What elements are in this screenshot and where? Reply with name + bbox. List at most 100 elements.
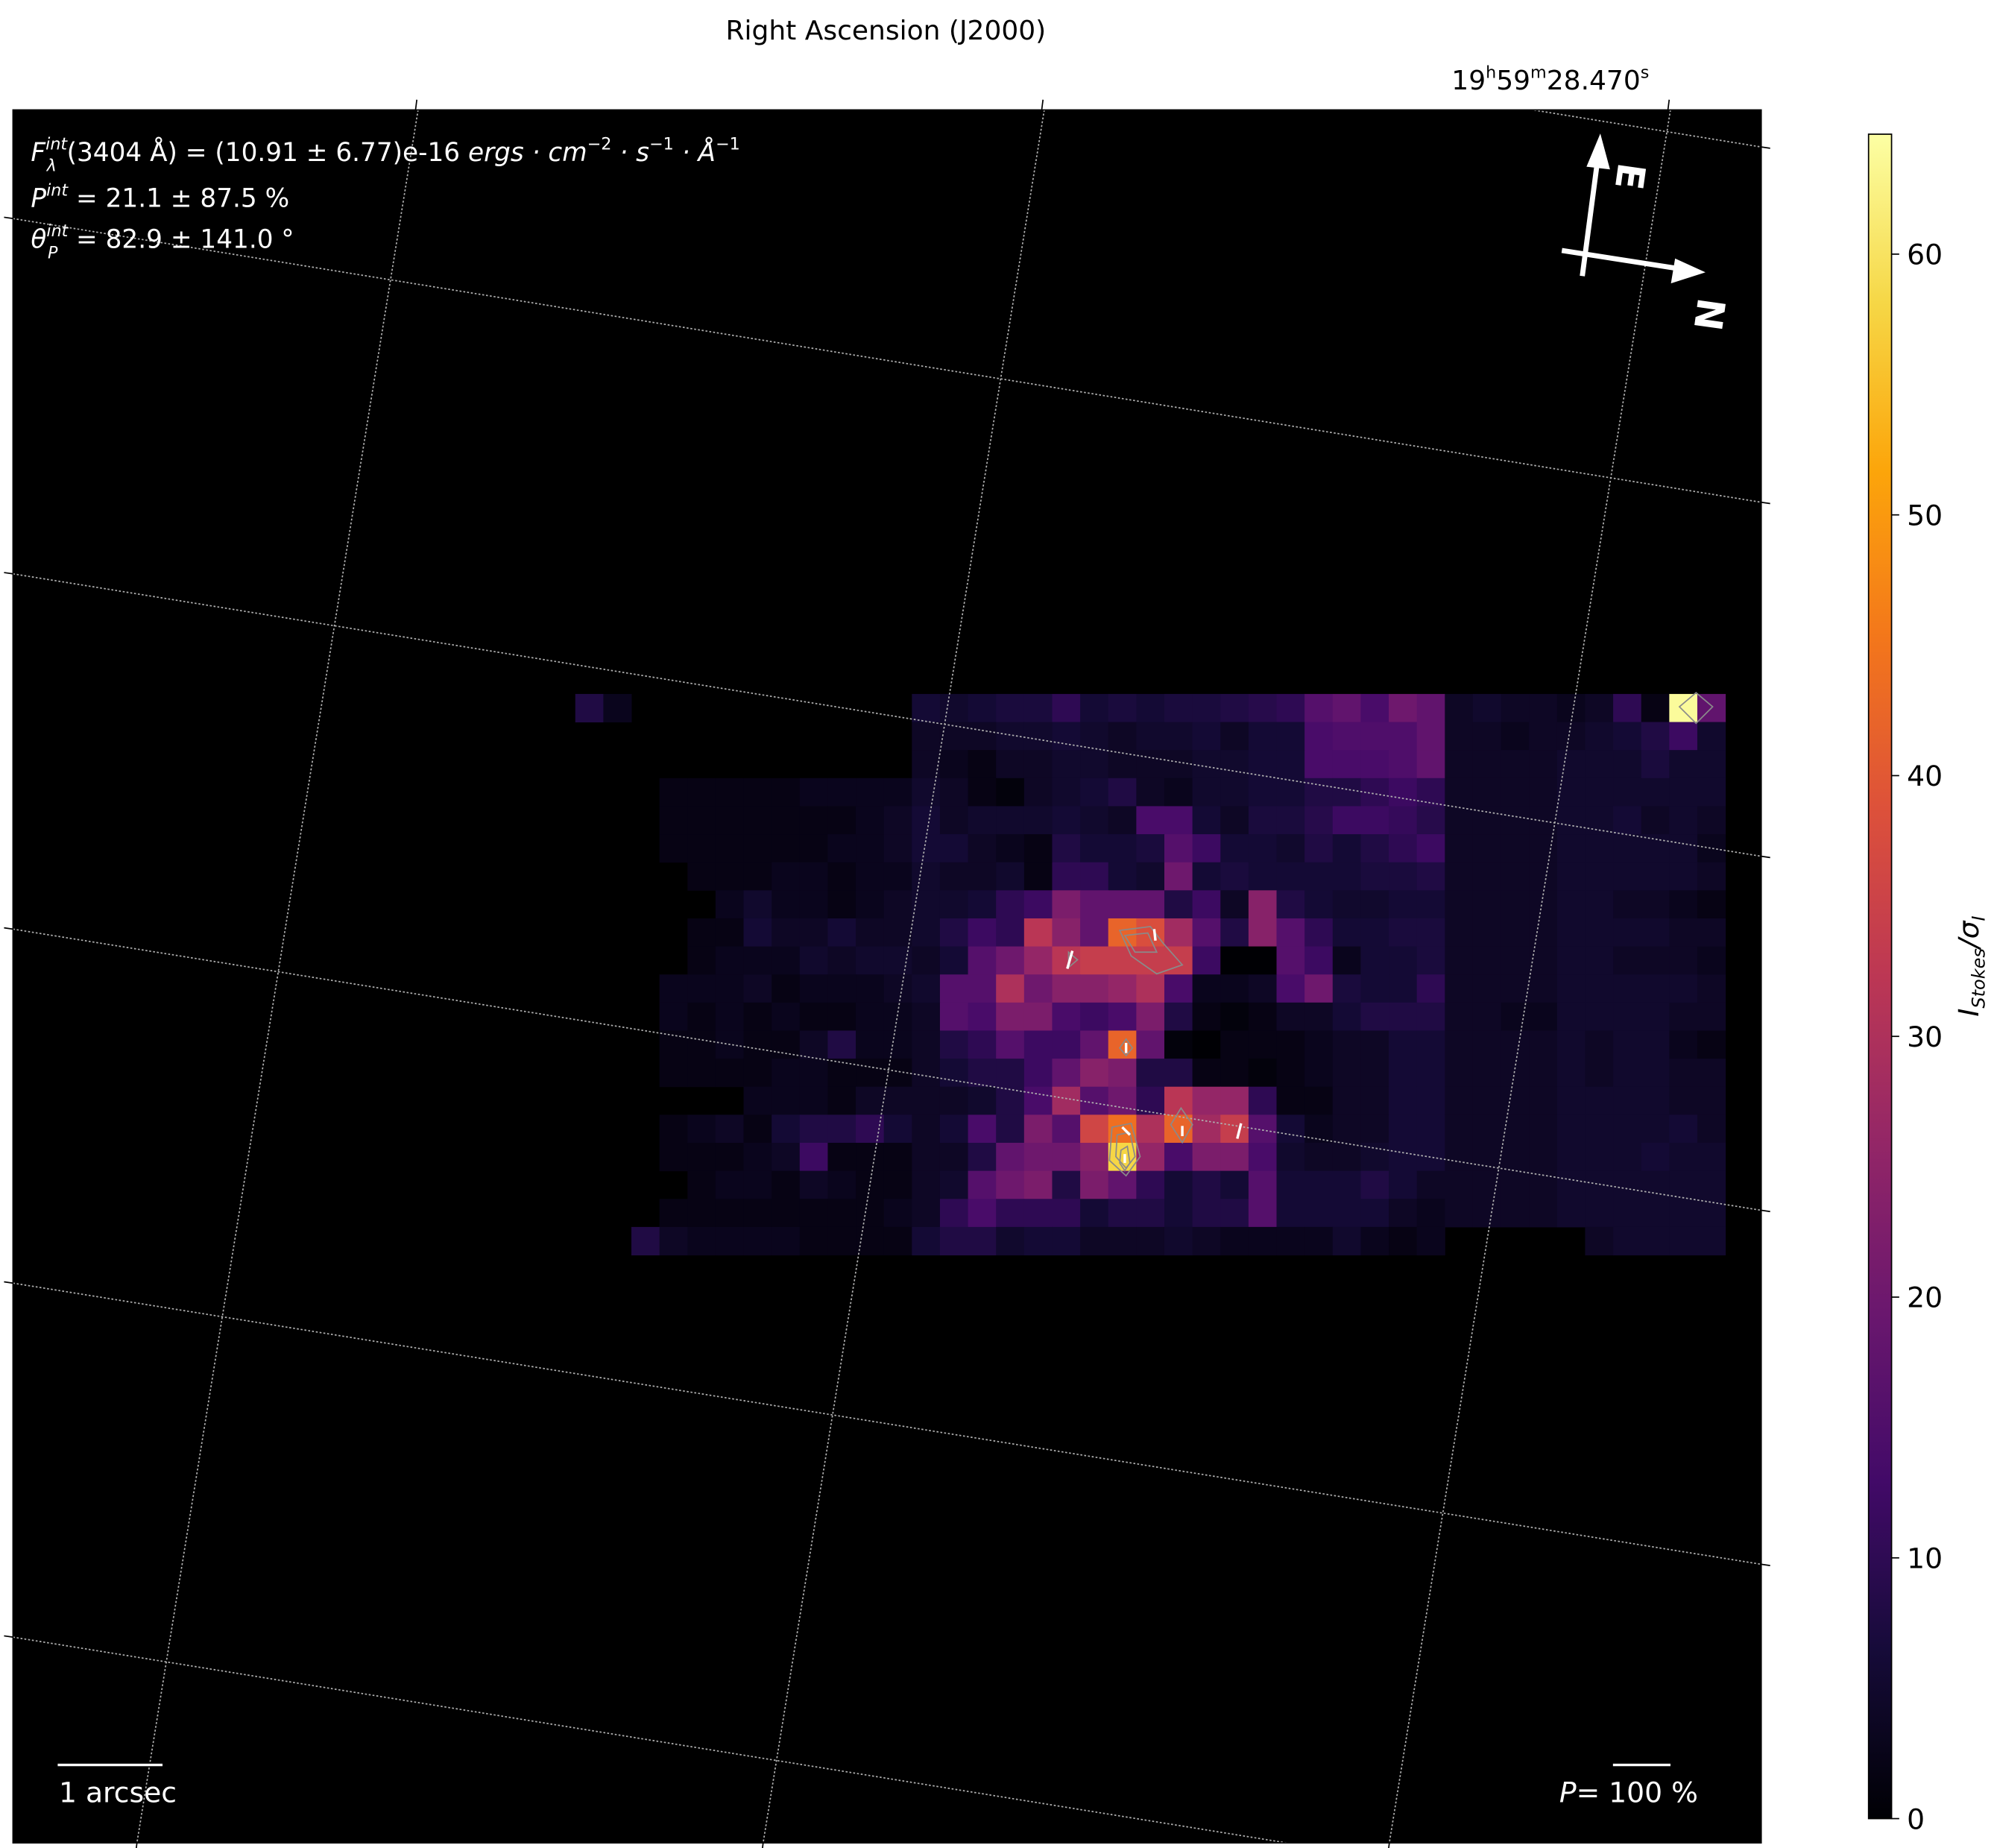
heatmap-cell bbox=[1304, 890, 1334, 919]
heatmap-cell bbox=[1136, 1002, 1165, 1031]
heatmap-cell bbox=[1389, 918, 1418, 947]
heatmap-cell bbox=[1556, 1002, 1586, 1031]
colorbar-tick-label: 30 bbox=[1907, 1021, 1943, 1053]
heatmap-cell bbox=[1220, 1199, 1249, 1228]
heatmap-cell bbox=[1108, 750, 1137, 779]
heatmap-cell bbox=[1585, 862, 1614, 891]
heatmap-cell bbox=[1360, 1059, 1389, 1088]
heatmap-cell bbox=[1389, 1143, 1418, 1172]
heatmap-cell bbox=[1585, 693, 1614, 723]
heatmap-cell bbox=[1136, 862, 1165, 891]
heatmap-cell bbox=[1445, 890, 1474, 919]
heatmap-cell bbox=[912, 1226, 941, 1256]
colorbar-gradient bbox=[1867, 133, 1893, 1820]
heatmap-cell bbox=[912, 1059, 941, 1088]
heatmap-cell bbox=[1304, 1059, 1334, 1088]
heatmap-cell bbox=[1697, 750, 1726, 779]
heatmap-cell bbox=[1556, 1059, 1586, 1088]
heatmap-cell bbox=[1360, 946, 1389, 975]
heatmap-cell bbox=[1669, 1114, 1698, 1144]
heatmap-cell bbox=[827, 1030, 856, 1059]
heatmap-cell bbox=[1052, 1170, 1081, 1199]
heatmap-cell bbox=[1389, 722, 1418, 751]
heatmap-cell bbox=[1304, 1002, 1334, 1031]
heatmap-cell bbox=[1080, 974, 1109, 1003]
heatmap-cell bbox=[1669, 1226, 1698, 1256]
heatmap-cell bbox=[1220, 750, 1249, 779]
north-arrowhead-icon bbox=[1670, 258, 1706, 284]
heatmap-cell bbox=[1556, 862, 1586, 891]
heatmap-cell bbox=[1304, 1143, 1334, 1172]
heatmap-cell bbox=[1108, 693, 1137, 723]
heatmap-cell bbox=[1556, 974, 1586, 1003]
heatmap-cell bbox=[1332, 946, 1361, 975]
heatmap-cell bbox=[1501, 1170, 1530, 1199]
heatmap-cell bbox=[1248, 693, 1278, 723]
heatmap-cell bbox=[1080, 750, 1109, 779]
heatmap-cell bbox=[1472, 1143, 1502, 1172]
heatmap-cell bbox=[1192, 834, 1221, 863]
heatmap-cell bbox=[1360, 890, 1389, 919]
heatmap-cell bbox=[1304, 918, 1334, 947]
heatmap-cell bbox=[1641, 693, 1670, 723]
heatmap-cell bbox=[1023, 1199, 1053, 1228]
heatmap-cell bbox=[1697, 1114, 1726, 1144]
heatmap-cell bbox=[939, 1226, 969, 1256]
heatmap-cell bbox=[1501, 834, 1530, 863]
heatmap-cell bbox=[659, 1199, 688, 1228]
heatmap-cell bbox=[1220, 693, 1249, 723]
heatmap-cell bbox=[1164, 778, 1193, 807]
heatmap-cell bbox=[1669, 946, 1698, 975]
heatmap-cell bbox=[1501, 693, 1530, 723]
heatmap-cell bbox=[772, 974, 801, 1003]
heatmap-cell bbox=[1248, 1059, 1278, 1088]
colorbar-tick-label: 40 bbox=[1907, 760, 1943, 792]
heatmap-cell bbox=[715, 890, 745, 919]
heatmap-cell bbox=[1416, 1002, 1445, 1031]
heatmap-cell bbox=[883, 1143, 912, 1172]
heatmap-cell bbox=[1697, 1143, 1726, 1172]
heatmap-cell bbox=[939, 1086, 969, 1115]
heatmap-cell bbox=[799, 1086, 828, 1115]
heatmap-cell bbox=[1164, 974, 1193, 1003]
heatmap-cell bbox=[1192, 946, 1221, 975]
heatmap-cell bbox=[996, 1170, 1025, 1199]
integrated-angle-label: θint P = 82.9 ± 141.0 ° bbox=[31, 221, 294, 262]
heatmap-cell bbox=[772, 1199, 801, 1228]
heatmap-cell bbox=[856, 1199, 885, 1228]
heatmap-cell bbox=[1416, 974, 1445, 1003]
heatmap-cell bbox=[1220, 1030, 1249, 1059]
heatmap-cell bbox=[1192, 1059, 1221, 1088]
heatmap-cell bbox=[827, 1143, 856, 1172]
heatmap-cell bbox=[772, 806, 801, 835]
heatmap-cell bbox=[856, 1114, 885, 1144]
heatmap-cell bbox=[687, 918, 716, 947]
heatmap-cell bbox=[1108, 890, 1137, 919]
heatmap-cell bbox=[1416, 778, 1445, 807]
heatmap-cell bbox=[996, 1226, 1025, 1256]
heatmap-cell bbox=[1556, 693, 1586, 723]
heatmap-cell bbox=[1641, 834, 1670, 863]
heatmap-cell bbox=[968, 1114, 997, 1144]
heatmap-cell bbox=[1192, 806, 1221, 835]
heatmap-cell bbox=[1501, 890, 1530, 919]
heatmap-cell bbox=[1192, 974, 1221, 1003]
heatmap-cell bbox=[939, 1114, 969, 1144]
heatmap-cell bbox=[1276, 974, 1305, 1003]
heatmap-cell bbox=[1501, 1199, 1530, 1228]
heatmap-cell bbox=[1108, 1199, 1137, 1228]
heatmap-cell bbox=[1613, 1199, 1642, 1228]
heatmap-cell bbox=[1332, 1002, 1361, 1031]
heatmap-cell bbox=[1136, 1143, 1165, 1172]
heatmap-cell bbox=[1192, 778, 1221, 807]
contour bbox=[1118, 1038, 1134, 1057]
heatmap-cell bbox=[1445, 862, 1474, 891]
heatmap-cell bbox=[827, 1226, 856, 1256]
heatmap-cell bbox=[1669, 1059, 1698, 1088]
heatmap-cell bbox=[1501, 1030, 1530, 1059]
heatmap-cell bbox=[1164, 693, 1193, 723]
heatmap-cell bbox=[1445, 750, 1474, 779]
heatmap-cell bbox=[1136, 974, 1165, 1003]
heatmap-cell bbox=[1052, 1086, 1081, 1115]
heatmap-cell bbox=[1304, 946, 1334, 975]
